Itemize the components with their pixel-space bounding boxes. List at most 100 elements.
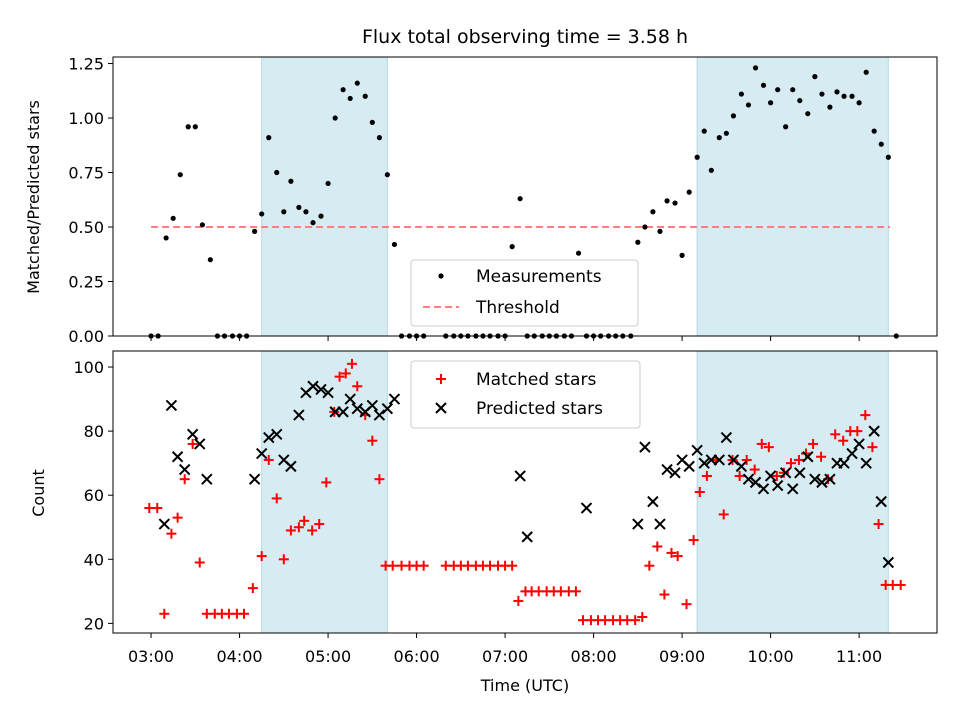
predicted-star-point xyxy=(691,444,703,457)
predicted-star-point xyxy=(853,438,865,450)
matched-star-point xyxy=(374,474,385,485)
matched-star-point xyxy=(513,595,524,606)
measurement-point xyxy=(642,224,648,230)
measurement-point xyxy=(783,124,789,130)
matched-star-point xyxy=(694,487,705,497)
measurement-point xyxy=(517,196,523,202)
matched-star-point xyxy=(247,583,258,594)
x-tick-label: 11:00 xyxy=(836,647,882,666)
x-tick-label: 09:00 xyxy=(659,647,705,666)
predicted-star-point xyxy=(285,460,297,473)
predicted-star-point xyxy=(669,467,681,479)
matched-star-point xyxy=(852,426,863,437)
matched-legend-marker xyxy=(436,374,446,384)
matched-star-point xyxy=(570,586,581,597)
matched-star-point xyxy=(873,519,884,530)
measurement-point xyxy=(369,119,375,125)
measurement-point xyxy=(192,124,198,130)
measurement-point xyxy=(730,113,737,119)
measurement-point xyxy=(281,209,287,215)
measurement-point xyxy=(177,172,183,178)
bottom-shaded-region xyxy=(261,350,388,634)
predicted-star-point xyxy=(735,460,748,473)
matched-star-point xyxy=(793,454,804,465)
matched-star-point xyxy=(285,525,296,536)
measurement-point xyxy=(716,135,722,141)
matched-star-point xyxy=(293,522,304,533)
measurement-point xyxy=(871,128,877,134)
measurement-point xyxy=(340,87,346,93)
predicted-star-point xyxy=(742,473,755,485)
predicted-star-point xyxy=(875,495,887,508)
predicted-star-point xyxy=(351,402,363,415)
measurement-point xyxy=(657,228,663,234)
predicted-star-point xyxy=(809,473,821,485)
matched-star-point xyxy=(172,512,183,523)
matched-star-point xyxy=(701,470,712,481)
matched-star-point xyxy=(672,551,683,562)
predicted-star-point xyxy=(654,518,666,530)
measurement-point xyxy=(760,82,767,88)
measurement-point xyxy=(686,189,692,195)
measurement-point xyxy=(509,244,515,250)
matched-star-point xyxy=(159,608,170,619)
matched-star-point xyxy=(808,438,819,449)
x-tick-label: 08:00 xyxy=(571,647,617,666)
measurement-point xyxy=(664,198,670,204)
top-legend: Measurements Threshold xyxy=(410,259,639,327)
matched-star-point xyxy=(278,554,289,565)
top-y-axis-label: Matched/Predicted stars xyxy=(24,100,43,294)
predicted-star-point xyxy=(882,556,895,569)
measurement-point xyxy=(303,209,309,215)
top-y-tick-label: 0.75 xyxy=(68,164,104,183)
top-legend-box xyxy=(410,259,639,327)
top-y-tick-label: 1.25 xyxy=(68,55,104,74)
matched-star-point xyxy=(741,454,752,465)
x-tick-label: 03:00 xyxy=(128,647,174,666)
x-axis-label: Time (UTC) xyxy=(480,676,569,695)
measurement-point xyxy=(635,239,641,245)
measurement-point xyxy=(354,80,360,86)
bottom-plot-frame xyxy=(112,350,938,634)
matched-star-point xyxy=(666,547,677,558)
matched-star-point xyxy=(321,477,332,488)
measurement-point xyxy=(163,235,169,241)
bottom-legend: Matched stars Predicted stars xyxy=(410,360,641,429)
predicted-star-point xyxy=(846,447,858,460)
predicted-star-point xyxy=(315,383,327,396)
predicted-star-point xyxy=(749,476,762,489)
measurement-point xyxy=(207,257,213,263)
predicted-star-point xyxy=(698,457,710,469)
measurement-point xyxy=(679,252,685,258)
predicted-star-point xyxy=(771,479,784,492)
matched-star-point xyxy=(637,611,648,622)
matched-star-point xyxy=(152,503,163,514)
measurement-point xyxy=(575,250,582,256)
measurement-point xyxy=(834,89,840,95)
measurement-point xyxy=(318,213,324,219)
predicted-star-point xyxy=(366,399,379,412)
predicted-star-point xyxy=(186,428,199,441)
matched-star-point xyxy=(867,442,878,453)
predicted-legend-marker xyxy=(435,402,447,414)
predicted-star-point xyxy=(868,425,880,437)
top-y-tick-label: 1.00 xyxy=(68,109,104,128)
x-tick-label: 04:00 xyxy=(217,647,263,666)
matched-star-point xyxy=(816,451,827,462)
measurement-point xyxy=(296,204,302,210)
matched-star-point xyxy=(307,525,318,536)
bottom-panel: 20 40 60 80 100 03:00 04:00 05:00 06:00 07:00 08:… xyxy=(29,350,938,695)
matched-star-point xyxy=(352,381,363,392)
measurement-point xyxy=(347,95,353,102)
measurement-point xyxy=(768,100,774,106)
measurement-point xyxy=(288,178,294,184)
x-tick-label: 06:00 xyxy=(394,647,440,666)
top-shaded-region xyxy=(261,56,388,337)
matched-star-point xyxy=(418,560,429,571)
predicted-star-point xyxy=(171,451,184,463)
predicted-star-point xyxy=(307,380,319,392)
measurement-point xyxy=(738,91,744,97)
measurement-point xyxy=(812,74,818,80)
top-y-tick-label: 0.00 xyxy=(68,327,104,346)
measurement-point xyxy=(199,222,205,228)
